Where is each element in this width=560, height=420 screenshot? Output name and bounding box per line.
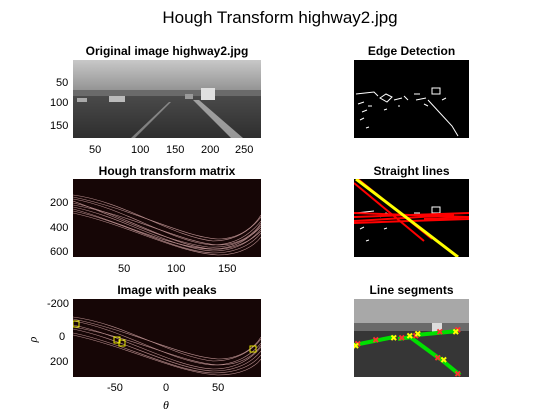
peaks-xtick-0: 0 [163, 382, 170, 394]
peaks-ytick-200: 200 [50, 356, 69, 368]
line-segments-image: ✖ ✖ ✖ ✖ ✖ ✖ ✖ ✖ ✖ ✖ ✖ ✖ ✖ ✖ [354, 299, 469, 377]
svg-text:✖: ✖ [372, 336, 380, 346]
peaks-ytick-neg200: -200 [47, 298, 70, 310]
original-image [73, 60, 261, 138]
peaks-title: Image with peaks [117, 283, 217, 297]
edge-detection-title: Edge Detection [367, 44, 456, 58]
svg-text:✖: ✖ [436, 328, 444, 338]
original-xtick-150: 150 [166, 144, 185, 156]
original-ytick-150: 150 [50, 120, 69, 132]
straight-lines-title: Straight lines [373, 164, 450, 178]
original-xtick-250: 250 [235, 144, 254, 156]
hough-xtick-150: 150 [218, 263, 237, 275]
hough-matrix-image [73, 179, 261, 257]
peaks-xlabel-theta: θ [163, 398, 169, 412]
svg-text:✖: ✖ [452, 328, 460, 338]
peaks-ylabel-rho: ρ [25, 336, 40, 343]
svg-text:✖: ✖ [454, 326, 462, 336]
original-xtick-200: 200 [201, 144, 220, 156]
svg-text:✖: ✖ [354, 340, 362, 350]
hough-xtick-50: 50 [118, 263, 131, 275]
peaks-xtick-50: 50 [212, 382, 225, 394]
edge-detection-image [354, 60, 469, 138]
original-image-title: Original image highway2.jpg [85, 44, 249, 58]
svg-text:✖: ✖ [406, 332, 414, 342]
svg-text:✖: ✖ [440, 356, 448, 366]
svg-text:✖: ✖ [434, 354, 442, 364]
straight-lines-image [354, 179, 469, 257]
svg-text:✖: ✖ [412, 332, 420, 342]
original-xtick-50: 50 [89, 144, 102, 156]
svg-text:✖: ✖ [454, 370, 462, 377]
hough-matrix-title: Hough transform matrix [98, 164, 236, 178]
original-ytick-100: 100 [50, 97, 69, 109]
line-segments-title: Line segments [369, 283, 454, 297]
svg-text:✖: ✖ [398, 334, 406, 344]
svg-text:✖: ✖ [354, 342, 360, 352]
figure-title: Hough Transform highway2.jpg [162, 8, 398, 27]
original-ytick-50: 50 [56, 77, 69, 89]
hough-ytick-400: 400 [50, 222, 69, 234]
hough-ytick-600: 600 [50, 246, 69, 258]
hough-ytick-200: 200 [50, 197, 69, 209]
peaks-ytick-0: 0 [59, 331, 66, 343]
hough-xtick-100: 100 [167, 263, 186, 275]
svg-text:✖: ✖ [414, 330, 422, 340]
peaks-image [73, 299, 261, 377]
peaks-xtick-neg50: -50 [107, 382, 123, 394]
svg-text:✖: ✖ [390, 334, 398, 344]
original-xtick-100: 100 [131, 144, 150, 156]
